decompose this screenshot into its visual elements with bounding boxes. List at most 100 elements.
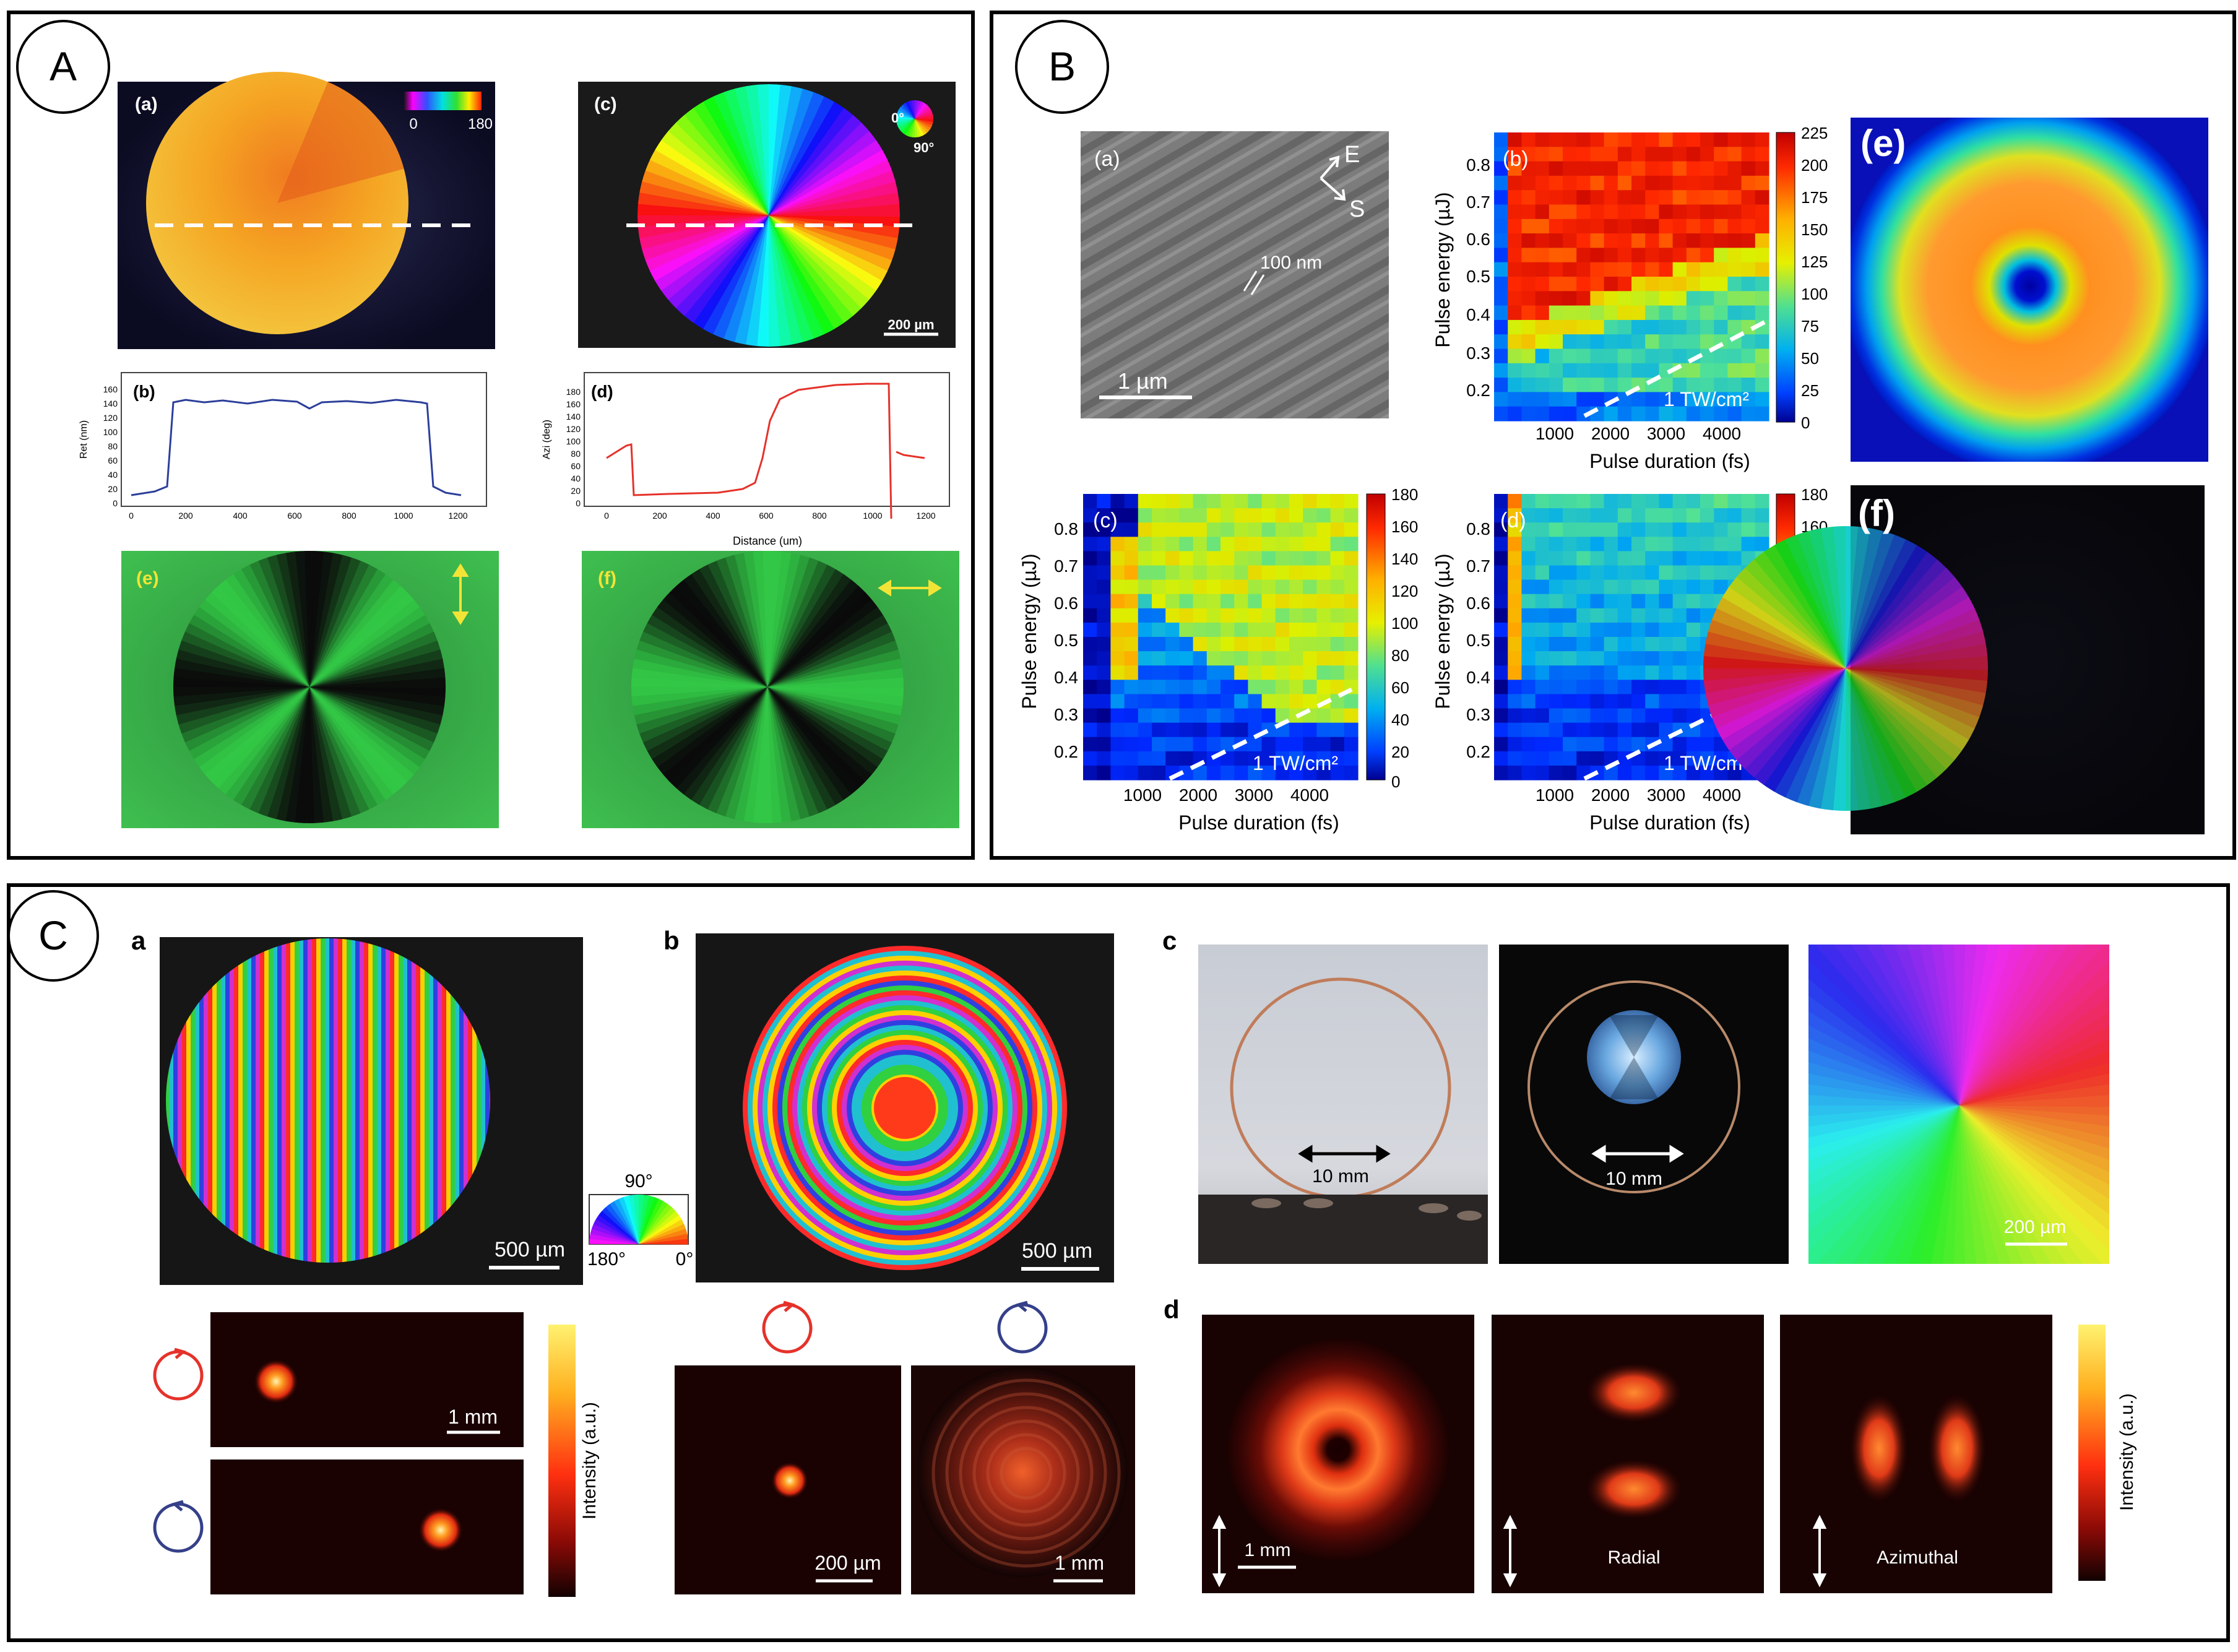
heatmap-cell: [1083, 651, 1097, 666]
b-d-xtick: 2000: [1591, 785, 1630, 805]
heatmap-cell: [1645, 277, 1659, 292]
heatmap-cell: [1576, 291, 1591, 306]
heatmap-cell: [1686, 392, 1701, 407]
heatmap-cell: [1508, 319, 1522, 335]
heatmap-cell: [1179, 608, 1194, 623]
heatmap-cell: [1727, 406, 1742, 422]
heatmap-cell: [1261, 765, 1276, 781]
heatmap-cell: [1234, 494, 1248, 509]
heatmap-cell: [1714, 508, 1728, 523]
heatmap-cell: [1535, 363, 1550, 378]
heatmap-cell: [1097, 680, 1111, 694]
heatmap-cell: [1590, 175, 1605, 191]
c-d-scalebar-label: 1 mm: [1245, 1540, 1291, 1560]
heatmap-cell: [1289, 737, 1303, 752]
b-c-cbar-tick: 160: [1391, 517, 1418, 536]
cross-wedge: [176, 687, 309, 725]
heatmap-cell: [1604, 651, 1618, 666]
cross-wedge: [218, 579, 309, 687]
heatmap-cell: [1179, 665, 1194, 680]
heatmap-cell: [1617, 551, 1632, 566]
heatmap-cell: [1727, 494, 1742, 509]
heatmap-cell: [1261, 551, 1276, 566]
heatmap-cell: [1344, 637, 1359, 652]
heatmap-cell: [1563, 608, 1577, 623]
heatmap-cell: [1576, 637, 1591, 652]
heatmap-cell: [1289, 722, 1303, 738]
azimuth-wedge: [649, 215, 769, 281]
cross-wedge: [631, 685, 767, 697]
heatmap-cell: [1097, 537, 1111, 551]
heatmap-cell: [1097, 622, 1111, 638]
cross-wedge: [767, 586, 866, 687]
heatmap-cell: [1508, 765, 1522, 781]
heatmap-cell: [1165, 522, 1180, 537]
heatmap-cell: [1755, 175, 1769, 191]
heatmap-cell: [1659, 579, 1674, 595]
heatmap-cell: [1576, 651, 1591, 666]
heatmap-cell: [1535, 406, 1550, 422]
heatmap-cell: [1672, 348, 1687, 364]
b-b-ylabel: Pulse energy (µJ): [1432, 192, 1454, 347]
heatmap-cell: [1521, 665, 1536, 680]
heatmap-cell: [1755, 363, 1769, 378]
heatmap-cell: [1645, 594, 1659, 609]
heatmap-cell: [1083, 680, 1097, 694]
heatmap-cell: [1508, 190, 1522, 205]
heatmap-cell: [1508, 522, 1522, 537]
heatmap-cell: [1494, 233, 1508, 248]
heatmap-cell: [1316, 579, 1331, 595]
heatmap-cell: [1535, 708, 1550, 724]
heatmap-cell: [1631, 508, 1646, 523]
heatmap-cell: [1261, 694, 1276, 709]
heatmap-cell: [1590, 537, 1605, 551]
heatmap-cell: [1124, 637, 1139, 652]
cross-wedge: [173, 685, 309, 697]
heatmap-cell: [1645, 233, 1659, 248]
heatmap-cell: [1221, 508, 1235, 523]
heatmap-cell: [1316, 765, 1331, 781]
heatmap-cell: [1110, 637, 1125, 652]
azimuth-wedge: [722, 215, 769, 342]
heatmap-cell: [1494, 291, 1508, 306]
heatmap-cell: [1221, 622, 1235, 638]
b-c-cbar-tick: 120: [1391, 582, 1418, 600]
heatmap-cell: [1316, 651, 1331, 666]
cross-wedge: [675, 687, 767, 795]
heatmap-cell: [1248, 537, 1263, 551]
heatmap-cell: [1604, 161, 1618, 176]
heatmap-cell: [1617, 334, 1632, 350]
heatmap-cell: [1700, 132, 1714, 147]
heatmap-cell: [1617, 277, 1632, 292]
a-d-xtick: 0: [604, 511, 609, 521]
heatmap-cell: [1672, 508, 1687, 523]
heatmap-cell: [1549, 147, 1563, 162]
heatmap-cell: [1535, 147, 1550, 162]
heatmap-cell: [1179, 708, 1194, 724]
azimuth-wedge: [746, 84, 769, 215]
heatmap-cell: [1234, 508, 1248, 523]
heatmap-cell: [1686, 579, 1701, 595]
heatmap-cell: [1494, 218, 1508, 234]
heatmap-cell: [1659, 147, 1674, 162]
cross-wedge: [173, 687, 309, 706]
heatmap-cell: [1659, 233, 1674, 248]
azimuth-wedge: [1894, 945, 1959, 1105]
heatmap-cell: [1659, 277, 1674, 292]
heatmap-cell: [1672, 680, 1687, 694]
heatmap-cell: [1193, 737, 1208, 752]
heatmap-cell: [1275, 651, 1290, 666]
heatmap-cell: [1631, 291, 1646, 306]
heatmap-cell: [1659, 565, 1674, 581]
diffuse-ring: [972, 1419, 1080, 1527]
azimuth-wedge: [1797, 526, 1846, 668]
heatmap-cell: [1303, 694, 1317, 709]
heatmap-cell: [1494, 319, 1508, 335]
c-a-intensity-colorbar: [548, 1325, 576, 1597]
heatmap-cell: [1604, 190, 1618, 205]
heatmap-cell: [1604, 637, 1618, 652]
heatmap-cell: [1700, 262, 1714, 277]
heatmap-cell: [1179, 622, 1194, 638]
heatmap-cell: [1494, 204, 1508, 220]
b-b-threshold-line: [1583, 319, 1766, 418]
